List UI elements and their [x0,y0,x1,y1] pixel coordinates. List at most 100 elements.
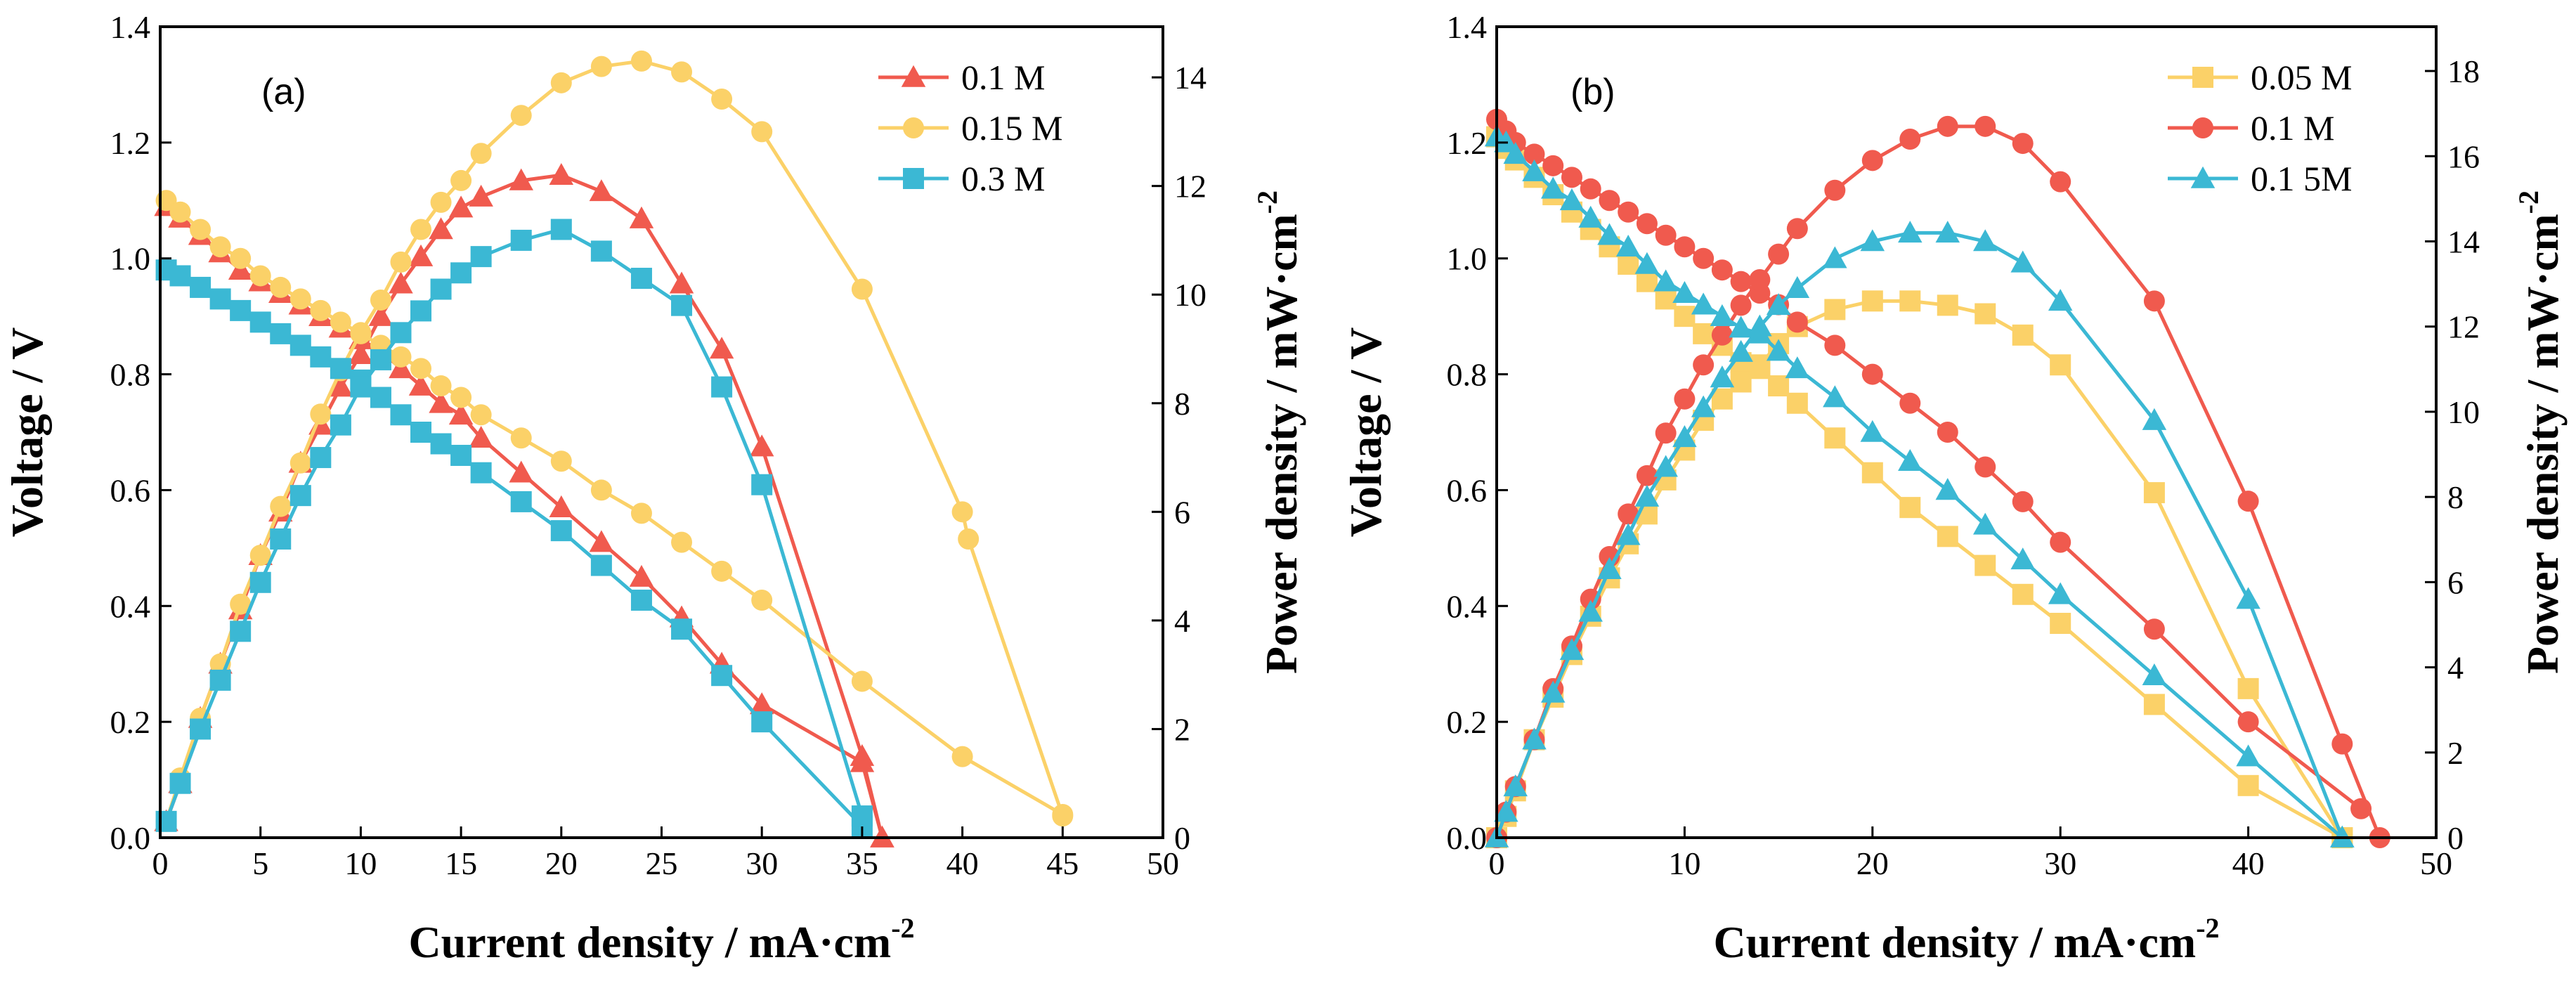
power-point [1636,465,1658,486]
power-point [711,376,733,398]
voltage-point [430,433,452,455]
voltage-point [1674,236,1696,258]
voltage-point [1636,271,1658,292]
power-point [410,300,432,322]
voltage-point [2050,531,2071,553]
voltage-point [2236,744,2260,767]
voltage-point [270,276,292,298]
power-point [230,621,252,642]
y-tick-label: 1.2 [1447,125,1488,161]
voltage-point [1559,188,1585,211]
y2-tick-label: 12 [1174,169,1206,205]
voltage-point [2237,711,2259,733]
voltage-point [1522,159,1547,181]
legend-marker [901,65,926,87]
voltage-point [448,403,474,425]
y-tick-label: 0.6 [1447,472,1488,508]
voltage-point [1542,155,1564,176]
voltage-point [1693,247,1715,269]
x-tick-label: 30 [2044,845,2076,881]
power-point [2143,482,2165,504]
voltage-point [1674,306,1696,327]
voltage-point [1618,253,1639,275]
power-point [2236,587,2260,609]
voltage-point [629,564,654,587]
voltage-point [751,711,773,733]
voltage-point [470,404,492,426]
voltage-point [1634,252,1660,274]
power-point [510,229,532,251]
power-point [671,61,693,83]
power-point [408,244,434,266]
y-tick-label: 1.4 [1447,9,1488,45]
voltage-point [1561,167,1582,188]
y-tick-label: 1.0 [110,241,151,277]
voltage-point [510,491,532,512]
series-0.1-M [1486,108,2390,848]
power-point [1937,115,1958,137]
voltage-point [2012,583,2034,605]
power-point [510,105,532,126]
voltage-point [1672,280,1697,303]
voltage-point [1861,363,1883,385]
voltage-point [1693,323,1715,344]
voltage-point [1823,385,1847,408]
power-point [1674,388,1696,410]
power-point [1540,680,1566,703]
legend: 0.05 M 0.1 M 0.1 5M [2168,58,2352,198]
voltage-point [410,422,432,443]
power-point [711,89,733,110]
power-point [290,452,311,474]
power-point [1693,354,1715,376]
x-tick-label: 0 [1489,845,1505,881]
power-point [2050,171,2071,193]
power-point [370,289,391,311]
voltage-point [550,520,572,542]
voltage-point [1937,526,1958,547]
x-tick-label: 20 [1856,845,1889,881]
power-point [1786,218,1808,240]
voltage-point [290,335,311,356]
voltage-point [2050,613,2071,635]
legend-label: 0.1 5M [2251,159,2352,198]
power-point [390,251,412,273]
voltage-point [429,391,453,413]
power-point [1655,422,1677,444]
voltage-point [549,495,574,517]
power-point [1861,150,1883,171]
power-point [1522,727,1547,750]
power-point [2010,250,2035,273]
power-point [190,718,212,740]
power-point [850,744,875,766]
power-point [1052,805,1074,827]
series-0.15-M [155,50,1074,832]
voltage-point [1898,448,1923,472]
voltage-point [1655,224,1677,246]
power-point [249,571,271,593]
legend-label: 0.3 M [961,159,1045,198]
legend-label: 0.1 M [2251,108,2334,148]
voltage-point [951,746,973,767]
voltage-point [230,247,252,269]
voltage-point [1860,420,1885,442]
voltage-point [1861,462,1883,483]
power-point [671,294,693,316]
legend-marker [2190,166,2216,188]
power-point [1937,294,1958,316]
power-point [1749,354,1771,376]
power-point [349,342,373,365]
power-point [1785,275,1810,298]
y2-tick-label: 12 [2447,309,2480,345]
voltage-point [169,265,191,287]
legend-marker [903,168,924,189]
power-point [709,337,734,359]
power-point [951,501,973,523]
power-point [169,772,191,794]
voltage-point [1824,427,1846,449]
power-line [164,59,1065,822]
x-tick-label: 35 [846,845,878,881]
power-point [2237,677,2259,699]
legend-marker [2192,117,2213,138]
power-point [1559,638,1585,661]
